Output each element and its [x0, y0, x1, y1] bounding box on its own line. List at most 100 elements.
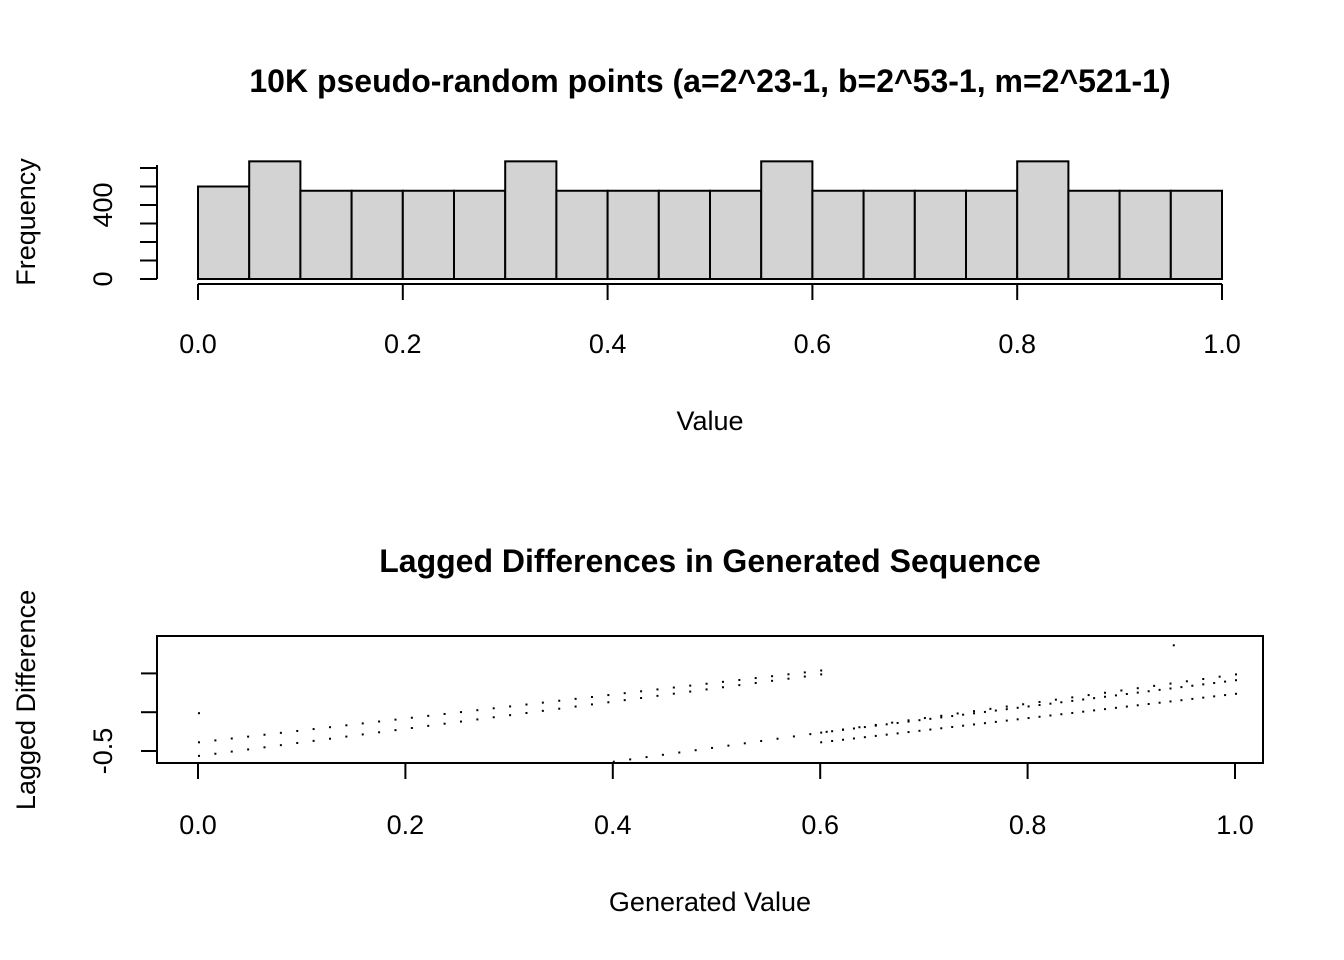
scatter-point [1158, 701, 1161, 704]
scatter-point [1125, 693, 1128, 696]
scatter-point [427, 724, 430, 727]
scatter-point [1093, 709, 1096, 712]
scatter-point [1120, 689, 1123, 692]
scatter-point [1136, 704, 1139, 707]
scatter-point [1071, 696, 1074, 699]
scatter-point [771, 675, 774, 678]
scatter-point [1082, 698, 1085, 701]
x-tick-label: 0.2 [384, 329, 422, 359]
scatter-point [1191, 684, 1194, 687]
scatter-point [956, 712, 959, 715]
scatter-point [1147, 703, 1150, 706]
scatter-point [760, 740, 763, 743]
scatter-point [1180, 686, 1183, 689]
scatter-point [296, 742, 299, 745]
scatter-point [476, 709, 479, 712]
scatter-point [896, 721, 899, 724]
scatter-point [1202, 677, 1205, 680]
x-tick-label: 0.8 [998, 329, 1036, 359]
histogram-bar [606, 189, 660, 281]
scatter-point [378, 720, 381, 723]
histogram-bar [1067, 189, 1121, 281]
scatter-point [1213, 695, 1216, 698]
scatter-point [973, 723, 976, 726]
scatter-y-label: Lagged Difference [11, 590, 41, 810]
scatter-point [1104, 695, 1107, 698]
scatter-point [1082, 710, 1085, 713]
scatter-y-axis: -0.5 [88, 672, 157, 774]
scatter-point [230, 737, 233, 740]
scatter-point [852, 737, 855, 740]
scatter-point [1093, 697, 1096, 700]
scatter-point [896, 732, 899, 735]
scatter-point [754, 681, 757, 684]
scatter-point [983, 710, 986, 713]
scatter-point [820, 741, 823, 744]
scatter-point [590, 703, 593, 706]
scatter-points [198, 644, 1237, 763]
scatter-point [1158, 688, 1161, 691]
histogram-bar [197, 185, 251, 280]
scatter-point [198, 712, 200, 715]
scatter-point [247, 735, 250, 738]
scatter-point [689, 690, 692, 693]
scatter-point [1235, 679, 1237, 682]
scatter-point [1016, 718, 1019, 721]
scatter-point [1005, 719, 1008, 722]
scatter-point [1049, 714, 1052, 717]
scatter-point [1169, 682, 1172, 685]
scatter-point [863, 726, 866, 729]
scatter-point [1218, 675, 1221, 678]
histogram-bar [401, 189, 455, 281]
scatter-point [771, 679, 774, 682]
scatter-point [541, 709, 544, 712]
scatter-x-label: Generated Value [609, 887, 811, 917]
y-tick-label: 400 [88, 182, 118, 227]
scatter-point [1202, 696, 1205, 699]
scatter-point [1202, 683, 1205, 686]
scatter-point [852, 727, 855, 730]
histogram-bar [248, 160, 302, 280]
scatter-point [214, 752, 217, 755]
scatter-point [590, 695, 593, 698]
scatter-point [1005, 705, 1008, 708]
histogram-bar [555, 189, 609, 281]
scatter-point [345, 724, 348, 727]
scatter-point [962, 724, 965, 727]
histogram-bar [1016, 160, 1070, 280]
histogram-bar [811, 189, 865, 281]
scatter-point [940, 716, 943, 719]
scatter-point [1038, 700, 1041, 703]
scatter-point [907, 720, 910, 723]
scatter-point [831, 730, 834, 733]
scatter-point [394, 718, 397, 721]
scatter-point [721, 686, 724, 689]
scatter-point [623, 692, 626, 695]
scatter-point [361, 722, 364, 725]
scatter-point [509, 714, 512, 717]
scatter-point [754, 677, 757, 680]
scatter-point [1136, 691, 1139, 694]
scatter-point [312, 728, 315, 731]
histogram-bar [299, 189, 353, 281]
scatter-point [1022, 703, 1025, 706]
histogram-chart: 10K pseudo-random points (a=2^23-1, b=2^… [11, 63, 1241, 436]
histogram-y-axis: 0 400 [88, 165, 158, 287]
scatter-point [874, 734, 877, 737]
x-tick-label: 1.0 [1203, 329, 1241, 359]
scatter-point [1169, 687, 1172, 690]
x-tick-label: 0.0 [179, 810, 217, 840]
histogram-x-axis: 0.0 0.2 0.4 0.6 0.8 1.0 [179, 283, 1241, 359]
scatter-point [918, 729, 921, 732]
x-tick-label: 0.6 [801, 810, 839, 840]
scatter-point [1169, 700, 1172, 703]
scatter-title: Lagged Differences in Generated Sequence [379, 543, 1041, 579]
histogram-bar [453, 189, 507, 281]
scatter-point [787, 673, 790, 676]
scatter-point [312, 739, 315, 742]
x-tick-label: 0.4 [589, 329, 627, 359]
scatter-point [623, 699, 626, 702]
scatter-point [558, 707, 561, 710]
histogram-bar [709, 189, 763, 281]
scatter-point [1038, 704, 1041, 707]
